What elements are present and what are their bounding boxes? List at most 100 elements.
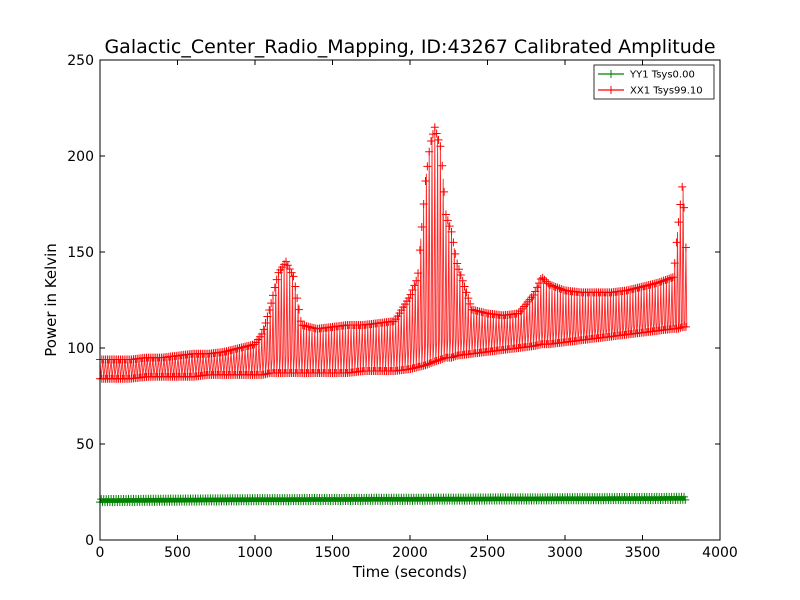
plot-data-layer [96,123,690,507]
series-xx1-point [283,261,292,270]
series-xx1-point [440,354,449,363]
y-axis-label: Power in Kelvin [42,243,60,357]
series-xx1-point [531,287,540,296]
series-xx1-point [419,200,428,208]
series-xx1-point [432,129,441,138]
series-xx1-point [460,282,469,291]
series-xx1-point [272,275,281,284]
series-xx1-point [681,322,690,331]
x-tick-label: 1500 [315,545,351,561]
y-tick-label: 200 [67,149,94,165]
series-xx1-point [282,257,290,266]
series-xx1 [96,123,690,383]
series-xx1-point [421,176,430,185]
series-xx1-point [553,283,562,292]
series-xx1-point [544,279,553,288]
series-xx1-point [680,203,689,212]
series-xx1-point [296,317,305,326]
series-xx1-point [547,281,556,290]
series-xx1-point [451,352,460,361]
series-xx1-point [417,223,426,232]
series-xx1-point [534,279,543,288]
x-tick-label: 500 [164,545,191,561]
legend: YY1 Tsys0.00 XX1 Tsys99.10 [593,64,715,100]
series-xx1-point [542,277,551,286]
series-xx1-point [261,318,270,327]
series-xx1-point [287,268,296,277]
series-xx1-line [99,127,688,379]
x-tick-label: 2000 [392,545,428,561]
series-xx1-point [668,273,677,282]
series-xx1-point [443,216,452,225]
series-xx1-point [270,283,279,292]
series-xx1-point [466,299,475,308]
series-xx1-point [678,182,687,191]
legend-box [593,64,715,100]
x-tick-label: 4000 [702,545,738,561]
series-xx1-point [250,340,259,349]
series-xx1-point [289,272,298,281]
series-xx1-point [676,323,685,332]
series-xx1-point [657,277,666,286]
series-yy1 [96,492,690,507]
series-xx1-point [449,238,458,247]
series-xx1-point [425,359,434,368]
series-xx1-point [447,353,456,362]
series-xx1-point [663,275,672,284]
x-tick-label: 0 [96,545,105,561]
series-xx1-point [529,291,538,300]
x-tick-label: 2500 [470,545,506,561]
series-xx1-point [458,276,467,285]
series-yy1-markers [96,492,690,507]
x-tick-label: 3000 [547,545,583,561]
series-xx1-point [414,269,423,278]
series-xx1-point [655,278,664,287]
series-xx1-point [555,284,564,293]
series-xx1-point [427,137,436,146]
x-axis-label: Time (seconds) [352,563,468,581]
series-xx1-point [665,274,674,283]
series-xx1-point [549,282,558,291]
y-axis-ticks: 0 50 100 150 200 250 [67,53,720,549]
series-xx1-point [464,294,473,303]
series-xx1-point [674,324,683,333]
series-xx1-point [438,161,447,170]
series-xx1-point [263,312,272,321]
series-xx1-point [557,285,566,294]
x-axis-ticks: 0 500 1000 1500 2000 2500 3000 3500 4000 [96,60,738,561]
y-tick-label: 100 [67,341,94,357]
series-xx1-point [285,264,294,273]
series-xx1-point [293,294,302,303]
x-tick-label: 1000 [237,545,273,561]
series-xx1-point [412,276,421,285]
x-tick-label: 3500 [625,545,661,561]
series-xx1-point [659,276,668,285]
series-xx1-point [423,162,432,171]
series-yy1-point [681,495,690,504]
y-tick-label: 150 [67,245,94,261]
series-xx1-point [672,238,681,247]
series-xx1-point [447,227,456,236]
series-xx1-point [291,282,300,291]
legend-label-yy1: YY1 Tsys0.00 [629,70,695,81]
series-xx1-point [423,360,432,369]
legend-label-xx1: XX1 Tsys99.10 [630,86,703,97]
series-xx1-point [445,222,454,231]
series-xx1-point [430,123,439,132]
series-xx1-point [453,259,462,268]
series-xx1-point [449,352,458,361]
series-xx1-point [415,246,424,255]
series-xx1-point [257,330,266,339]
series-xx1-point [428,130,437,139]
series-xx1-point [434,135,443,144]
series-xx1-point [410,281,419,290]
series-xx1-point [259,325,268,334]
series-xx1-point [406,290,415,299]
series-xx1-point [268,291,277,300]
y-tick-label: 0 [85,533,94,549]
series-xx1-point [440,187,449,196]
series-xx1-point [430,357,439,366]
series-xx1-point [441,210,450,219]
series-xx1-point [451,249,460,258]
